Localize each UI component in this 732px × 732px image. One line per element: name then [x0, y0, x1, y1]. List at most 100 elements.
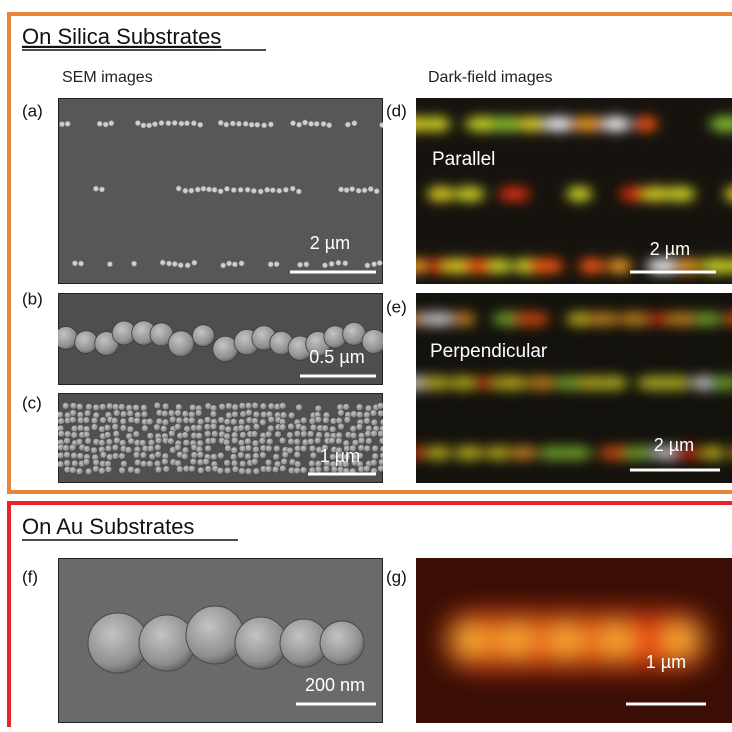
- particle: [205, 466, 212, 473]
- particle: [294, 438, 301, 445]
- particle: [281, 458, 288, 465]
- particle: [224, 122, 229, 127]
- particle: [78, 261, 83, 266]
- particle: [251, 188, 256, 193]
- particle: [139, 615, 195, 671]
- particle: [238, 439, 245, 446]
- particle: [238, 187, 243, 192]
- particle: [356, 424, 363, 431]
- particle: [245, 453, 252, 460]
- particle: [186, 606, 244, 664]
- particle: [323, 417, 330, 424]
- scatter-spot: [664, 187, 695, 201]
- particle: [161, 410, 168, 417]
- particle: [210, 437, 217, 444]
- particle: [128, 466, 135, 473]
- particle: [379, 437, 386, 444]
- particle: [337, 410, 344, 417]
- sem-image: [55, 293, 387, 385]
- particle: [189, 417, 196, 424]
- particle: [134, 417, 141, 424]
- scatter-spot: [596, 376, 629, 390]
- particle: [253, 468, 260, 475]
- particle: [189, 465, 196, 472]
- scatter-spot: [423, 117, 451, 131]
- glow-spot: [500, 626, 532, 654]
- scatter-spot: [692, 312, 722, 326]
- glow-spot: [665, 626, 697, 654]
- particle: [195, 410, 202, 417]
- image-caption: Parallel: [432, 149, 495, 170]
- particle: [127, 426, 134, 433]
- particle: [239, 468, 246, 475]
- particle: [236, 121, 241, 126]
- particle: [203, 458, 210, 465]
- particle: [226, 412, 233, 419]
- particle: [83, 459, 90, 466]
- particle: [174, 444, 181, 451]
- particle: [120, 411, 127, 418]
- particle: [372, 445, 379, 452]
- particle: [64, 431, 71, 438]
- panel-label: (d): [386, 101, 407, 120]
- particle: [168, 430, 175, 437]
- scale-bar-label: 1 µm: [320, 446, 360, 466]
- particle: [245, 438, 252, 445]
- particle: [197, 418, 204, 425]
- particle: [380, 446, 387, 453]
- particle: [336, 260, 341, 265]
- particle: [218, 189, 223, 194]
- panel-label: (f): [22, 567, 38, 586]
- particle: [249, 122, 254, 127]
- particle: [176, 417, 183, 424]
- particle: [140, 460, 147, 467]
- particle: [154, 444, 161, 451]
- particle: [197, 440, 204, 447]
- sem-image: [58, 558, 383, 723]
- particle: [370, 459, 377, 466]
- particle: [210, 411, 217, 418]
- particle: [99, 403, 106, 410]
- particle: [134, 468, 141, 475]
- sem-image: [57, 393, 387, 483]
- particle: [155, 437, 162, 444]
- particle: [219, 425, 226, 432]
- particle: [197, 451, 204, 458]
- particle: [65, 121, 70, 126]
- particle: [206, 187, 211, 192]
- particle: [231, 460, 238, 467]
- particle: [363, 465, 370, 472]
- particle: [70, 402, 77, 409]
- particle: [185, 263, 190, 268]
- glow-spot: [550, 626, 582, 654]
- scatter-spot: [419, 376, 452, 390]
- particle: [72, 261, 77, 266]
- scatter-spot: [587, 312, 620, 326]
- particle: [268, 262, 273, 267]
- scatter-spot: [701, 446, 725, 460]
- particle: [279, 465, 286, 472]
- particle: [240, 432, 247, 439]
- particle: [294, 467, 301, 474]
- particle: [217, 467, 224, 474]
- scatter-spot: [607, 259, 632, 273]
- particle: [84, 446, 91, 453]
- particle: [57, 452, 64, 459]
- particle: [252, 402, 259, 409]
- particle: [155, 466, 162, 473]
- particle: [152, 122, 157, 127]
- particle: [371, 419, 378, 426]
- particle: [224, 186, 229, 191]
- particle: [69, 416, 76, 423]
- particle: [252, 440, 259, 447]
- particle: [97, 121, 102, 126]
- particle: [377, 402, 384, 409]
- particle: [358, 437, 365, 444]
- particle: [230, 454, 237, 461]
- particle: [265, 431, 272, 438]
- particle: [288, 423, 295, 430]
- particle: [344, 187, 349, 192]
- particle: [279, 403, 286, 410]
- column-heading: Dark-field images: [428, 69, 552, 86]
- particle: [246, 409, 253, 416]
